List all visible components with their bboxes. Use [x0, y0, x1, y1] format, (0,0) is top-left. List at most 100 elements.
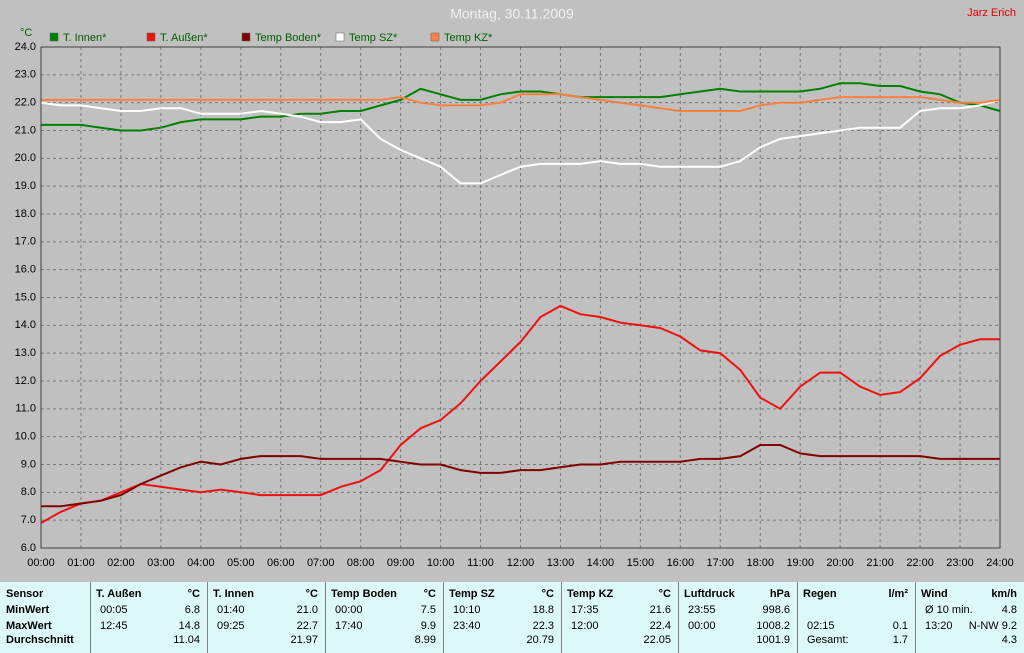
time: 09:25	[217, 620, 245, 632]
value: 21.0	[296, 604, 318, 616]
plot-frame	[40, 46, 1001, 549]
y-tick-label: 6.0	[21, 542, 36, 554]
x-tick-label: 07:00	[307, 557, 335, 569]
time: Gesamt:	[807, 634, 849, 646]
block-unit: °C	[423, 588, 436, 600]
block-name: T. Innen	[213, 588, 254, 600]
legend-label: T. Innen*	[63, 32, 107, 44]
separator	[325, 582, 326, 653]
x-tick-label: 24:00	[986, 557, 1014, 569]
y-tick-label: 17.0	[15, 236, 36, 248]
time: 02:15	[807, 620, 835, 632]
block-name: Luftdruck	[684, 588, 735, 600]
x-tick-label: 15:00	[627, 557, 655, 569]
y-tick-label: 23.0	[15, 69, 36, 81]
x-tick-label: 08:00	[347, 557, 375, 569]
y-tick-label: 11.0	[15, 403, 36, 415]
x-tick-label: 06:00	[267, 557, 295, 569]
block-unit: km/h	[991, 588, 1017, 600]
block-unit: °C	[187, 588, 200, 600]
legend-label: Temp SZ*	[349, 32, 398, 44]
y-tick-label: 16.0	[15, 264, 36, 276]
x-tick-label: 20:00	[826, 557, 854, 569]
legend-swatch	[430, 32, 440, 42]
series-line	[41, 82, 1001, 132]
y-tick-label: 8.0	[21, 486, 36, 498]
series-line	[41, 93, 1001, 112]
separator	[90, 582, 91, 653]
row-label: Durchschnitt	[6, 634, 74, 646]
value: 22.7	[296, 620, 318, 632]
x-tick-label: 23:00	[946, 557, 974, 569]
value: 22.3	[532, 620, 554, 632]
series-line	[40, 98, 1001, 185]
value: 11.04	[173, 634, 200, 646]
x-tick-label: 02:00	[107, 557, 135, 569]
block-name: T. Außen	[96, 588, 142, 600]
y-tick-label: 10.0	[15, 431, 36, 443]
value: N-NW 9.2	[968, 620, 1017, 632]
value: 4.3	[1001, 634, 1017, 646]
y-tick-label: 19.0	[15, 180, 36, 192]
header: Sensor	[6, 588, 44, 600]
x-tick-label: 04:00	[187, 557, 215, 569]
row-label: MinWert	[6, 604, 50, 616]
y-tick-label: 22.0	[15, 97, 36, 109]
x-tick-label: 17:00	[707, 557, 735, 569]
row-label: MaxWert	[6, 620, 52, 632]
time: 00:00	[688, 620, 716, 632]
block-name: Regen	[803, 588, 837, 600]
stats-table: Sensor MinWert MaxWert Durchschnitt T. Außen…	[0, 582, 1024, 653]
block-name: Temp Boden	[331, 588, 397, 600]
x-tick-label: 12:00	[507, 557, 535, 569]
block-unit: °C	[305, 588, 318, 600]
separator	[915, 582, 916, 653]
x-tick-label: 14:00	[587, 557, 615, 569]
x-tick-label: 09:00	[387, 557, 415, 569]
legend-label: Temp KZ*	[444, 32, 493, 44]
legend-swatch	[335, 32, 345, 42]
author: Jarz Erich	[967, 7, 1016, 19]
block-unit: °C	[658, 588, 671, 600]
block-name: Temp SZ	[449, 588, 495, 600]
value: 14.8	[178, 620, 200, 632]
value: 1001.9	[756, 634, 790, 646]
value: 21.97	[290, 634, 318, 646]
chart-title: Montag, 30.11.2009	[450, 6, 574, 22]
time: 23:40	[453, 620, 481, 632]
value: 22.4	[649, 620, 671, 632]
y-tick-label: 18.0	[15, 208, 36, 220]
y-tick-label: 20.0	[15, 152, 36, 164]
block-unit: l/m²	[888, 588, 908, 600]
x-tick-label: 03:00	[147, 557, 175, 569]
value: 20.79	[526, 634, 554, 646]
separator	[561, 582, 562, 653]
value: 22.05	[643, 634, 671, 646]
value: 7.5	[420, 604, 436, 616]
legend-label: Temp Boden*	[255, 32, 322, 44]
time: 13:20	[925, 620, 953, 632]
time: 00:00	[335, 604, 363, 616]
separator	[678, 582, 679, 653]
series-line	[41, 444, 1000, 508]
value: 8.99	[414, 634, 436, 646]
y-tick-label: 12.0	[15, 375, 36, 387]
x-tick-label: 22:00	[906, 557, 934, 569]
time: 01:40	[217, 604, 245, 616]
time: 00:05	[100, 604, 128, 616]
y-tick-label: 15.0	[15, 291, 36, 303]
value: 1008.2	[756, 620, 790, 632]
series-line	[40, 304, 1000, 524]
time: 23:55	[688, 604, 716, 616]
legend-swatch	[146, 32, 156, 42]
chart: Montag, 30.11.2009 Jarz Erich °C 6.0 7.0 8…	[15, 6, 1016, 569]
block-name: Wind	[921, 588, 948, 600]
separator	[797, 582, 798, 653]
time: 10:10	[453, 604, 481, 616]
y-tick-label: 13.0	[15, 347, 36, 359]
x-tick-label: 01:00	[67, 557, 95, 569]
x-tick-label: 05:00	[227, 557, 255, 569]
block-name: Temp KZ	[567, 588, 614, 600]
x-tick-label: 21:00	[866, 557, 894, 569]
x-tick-label: 00:00	[27, 557, 55, 569]
